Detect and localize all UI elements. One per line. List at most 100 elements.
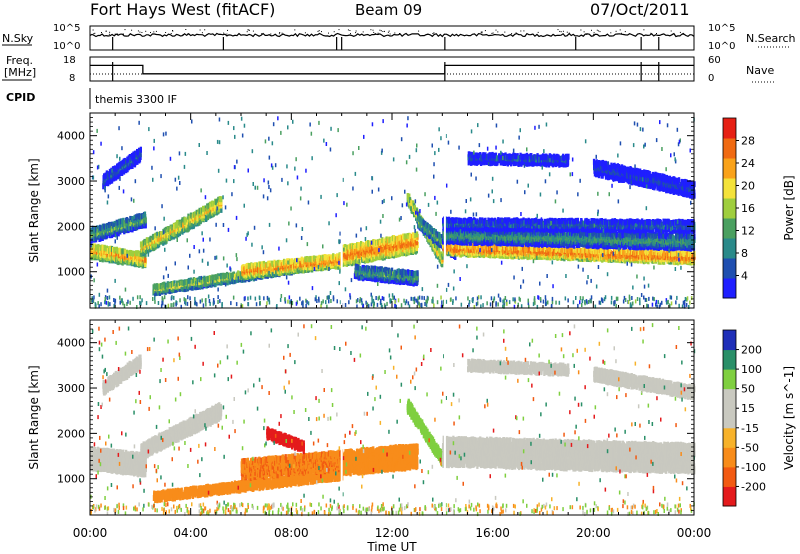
nsky-point <box>591 30 592 31</box>
nsky-point <box>390 34 391 35</box>
nsky-point <box>93 30 94 31</box>
nsky-point <box>379 30 380 31</box>
nsky-point <box>444 34 445 35</box>
nsky-point <box>384 31 385 32</box>
nsky-point <box>558 29 559 30</box>
nsky-label: N.Sky <box>2 32 34 45</box>
nsky-point <box>375 33 376 34</box>
nsky-point <box>672 34 673 35</box>
nsearch-tick-high: 10^5 <box>708 23 735 34</box>
power-cell <box>220 196 222 202</box>
freq-label-2: [MHz] <box>4 66 36 79</box>
nsearch-tick-low: 10^0 <box>708 41 735 52</box>
nsky-point <box>656 33 657 34</box>
nsky-point <box>172 31 173 32</box>
nsky-point <box>598 30 599 31</box>
power-cell <box>230 273 232 279</box>
nsky-point <box>584 31 585 32</box>
nsky-point <box>497 31 498 32</box>
nsky-point <box>356 31 357 32</box>
nsky-point <box>643 29 644 30</box>
freq-tick-low: 8 <box>69 73 75 84</box>
nsky-point <box>305 32 306 33</box>
freq-panel: Freq. [MHz] 18 8 60 0 Nave <box>2 54 776 84</box>
nsky-point <box>561 31 562 32</box>
nsearch-label: N.Search <box>746 32 796 45</box>
nsky-point <box>671 31 672 32</box>
nave-label: Nave <box>746 64 774 77</box>
radar-title: Fort Hays West (fitACF) <box>90 0 275 19</box>
nsky-point <box>567 32 568 33</box>
nsky-point <box>569 34 570 35</box>
nsky-trace <box>90 29 694 50</box>
cpid-label: CPID <box>6 91 35 104</box>
nsky-point <box>279 32 280 33</box>
nsky-point <box>389 31 390 32</box>
nsky-point <box>138 30 139 31</box>
nsky-point <box>650 33 651 34</box>
nsky-point <box>131 30 132 31</box>
freq-tick-high: 18 <box>63 55 76 66</box>
nsky-point <box>580 30 581 31</box>
nsky-point <box>586 34 587 35</box>
nsky-point <box>115 34 116 35</box>
nsky-point <box>520 31 521 32</box>
nsky-point <box>373 32 374 33</box>
nsky-point <box>350 33 351 34</box>
power-cell <box>416 231 418 237</box>
nsky-point <box>683 33 684 34</box>
nsky-point <box>620 29 621 30</box>
nsky-point <box>200 30 201 31</box>
nsky-point <box>559 31 560 32</box>
nsky-point <box>600 31 601 32</box>
nsky-point <box>625 31 626 32</box>
nsky-point <box>153 31 154 32</box>
nsky-point <box>328 33 329 34</box>
nsky-point <box>94 33 95 34</box>
nsky-point <box>227 30 228 31</box>
cpid-value: themis 3300 IF <box>95 93 177 106</box>
nsky-point <box>538 32 539 33</box>
nsky-point <box>253 31 254 32</box>
nsky-point <box>563 31 564 32</box>
nsky-point <box>370 29 371 30</box>
nsky-point <box>610 32 611 33</box>
nsky-point <box>481 32 482 33</box>
nsky-point <box>187 33 188 34</box>
nsky-panel: N.Sky 10^5 10^0 10^5 10^0 N.Search <box>2 23 796 52</box>
nsky-point <box>185 29 186 30</box>
nsky-point <box>247 31 248 32</box>
nsky-line <box>90 34 694 37</box>
nsky-point <box>93 33 94 34</box>
nsky-point <box>261 33 262 34</box>
nsky-point <box>349 30 350 31</box>
nsky-tick-low: 10^0 <box>53 41 80 52</box>
nsky-point <box>223 33 224 34</box>
nsky-point <box>204 29 205 30</box>
nsky-point <box>150 32 151 33</box>
nsky-point <box>382 31 383 32</box>
freq-trace <box>90 62 694 81</box>
nsky-point <box>594 32 595 33</box>
nave-tick-low: 0 <box>708 73 714 84</box>
nsky-point <box>363 31 364 32</box>
nsky-point <box>123 34 124 35</box>
nsky-point <box>248 30 249 31</box>
nsky-point <box>348 29 349 30</box>
nsky-point <box>183 34 184 35</box>
nsky-point <box>141 32 142 33</box>
power-cell <box>140 147 142 153</box>
nsky-point <box>394 33 395 34</box>
nsky-point <box>485 30 486 31</box>
nsky-point <box>145 31 146 32</box>
nsky-point <box>117 34 118 35</box>
nsky-point <box>378 33 379 34</box>
freq-panel-frame <box>90 57 694 81</box>
nsky-point <box>106 31 107 32</box>
nsky-point <box>381 30 382 31</box>
nsky-point <box>616 31 617 32</box>
nsky-point <box>165 32 166 33</box>
nsky-point <box>139 32 140 33</box>
nsky-point <box>125 29 126 30</box>
